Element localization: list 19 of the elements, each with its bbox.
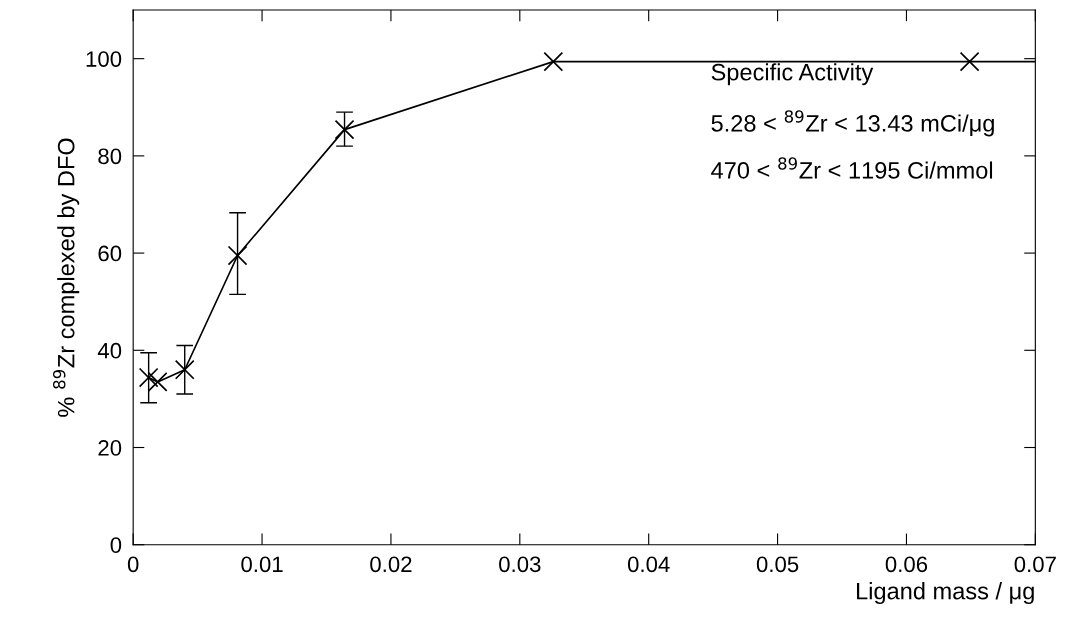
x-tick-label: 0.06 <box>885 556 928 573</box>
y-tick-label: 20 <box>98 440 122 456</box>
annotation: Specific Activity <box>711 63 874 86</box>
x-tick-label: 0.02 <box>370 556 412 573</box>
x-tick-label: 0 <box>127 556 139 573</box>
x-tick-label: 0.04 <box>627 556 670 573</box>
y-tick-label: 40 <box>97 342 122 359</box>
x-tick-label: 0.03 <box>499 556 541 573</box>
y-tick-label: 80 <box>98 148 122 165</box>
annotation: 470 < $^{89}$Zr < 1195 Ci/mmol <box>711 157 993 179</box>
y-tick-label: 60 <box>98 245 122 262</box>
y-axis-title: % $^{89}$Zr complexed by DFO <box>52 138 80 417</box>
x-tick-label: 0.07 <box>1014 556 1056 573</box>
y-tick-label: 0 <box>110 537 122 553</box>
annotation: 5.28 < $^{89}$Zr < 13.43 mCi/μg <box>711 110 994 137</box>
x-tick-label: 0.05 <box>756 556 799 573</box>
x-axis-title: Ligand mass / μg <box>856 582 1034 605</box>
x-tick-label: 0.01 <box>241 556 283 573</box>
y-tick-label: 100 <box>86 51 122 67</box>
